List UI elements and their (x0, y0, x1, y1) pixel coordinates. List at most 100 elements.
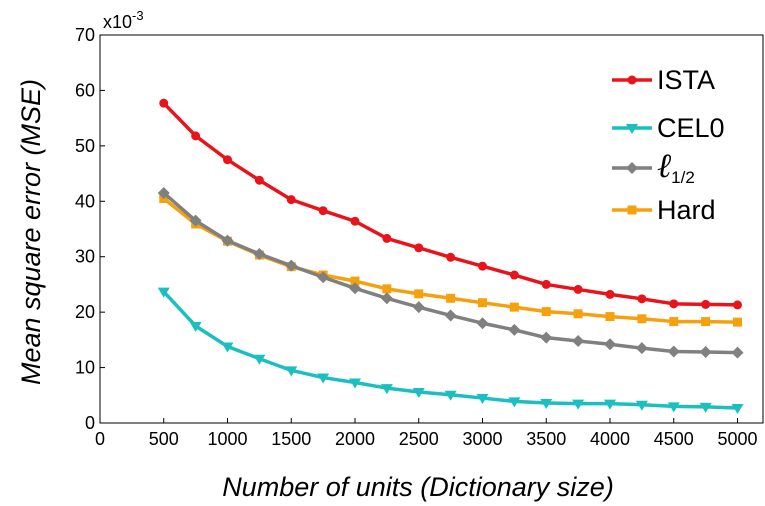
data-point (254, 175, 264, 185)
y-tick-label: 30 (75, 247, 95, 267)
axes: 0 500 1000 1500 2000 2500 3000 3500 4000 4500 5000… (75, 25, 764, 449)
data-point (157, 186, 170, 199)
data-point (285, 259, 298, 272)
x-tick-label: 4000 (590, 429, 630, 449)
x-tick-label: 1500 (271, 429, 311, 449)
data-point (667, 345, 680, 358)
data-point (699, 402, 712, 413)
series-1 (159, 98, 742, 310)
data-point (380, 384, 393, 395)
data-point (317, 373, 330, 384)
data-point (478, 298, 487, 308)
x-tick-label: 4500 (654, 429, 694, 449)
data-point (414, 289, 424, 299)
data-point (573, 284, 583, 294)
data-point (189, 322, 202, 332)
data-point (380, 292, 393, 305)
data-point (605, 312, 615, 322)
data-point (159, 98, 169, 108)
y-scale-note: x10-3 (103, 8, 144, 32)
data-point (414, 243, 424, 253)
data-point (476, 394, 489, 405)
x-tick-label: 5000 (717, 429, 757, 449)
legend-swatch-marker (626, 124, 638, 134)
data-point (541, 307, 551, 317)
x-tick-label: 1000 (207, 429, 247, 449)
data-point (733, 317, 742, 327)
data-point (572, 334, 585, 347)
data-point (541, 279, 551, 289)
data-point (253, 354, 266, 365)
data-point (350, 276, 360, 286)
legend-entry: ℓ1/2 (612, 146, 695, 187)
series-3 (157, 186, 744, 359)
data-point (221, 342, 234, 353)
data-point (382, 284, 392, 294)
data-point (573, 309, 583, 319)
data-point (253, 247, 266, 260)
data-point (667, 402, 680, 413)
data-point (286, 195, 296, 205)
data-point (412, 387, 425, 398)
data-point (637, 314, 647, 324)
data-point (285, 366, 298, 377)
data-point (221, 234, 234, 247)
data-point (318, 206, 328, 216)
data-point (446, 293, 456, 303)
data-point (350, 216, 360, 226)
x-tick-label: 500 (149, 429, 179, 449)
data-point (476, 317, 489, 330)
legend-swatch-marker (627, 75, 637, 85)
y-tick-label: 50 (75, 136, 95, 156)
data-point (699, 346, 712, 359)
series-layer (157, 98, 744, 415)
x-tick-label: 3000 (462, 429, 502, 449)
data-point (508, 397, 521, 408)
data-point (446, 252, 456, 262)
data-point (444, 390, 457, 401)
x-axis-title: Number of units (Dictionary size) (222, 472, 614, 502)
data-point (508, 323, 521, 336)
y-tick-label: 70 (75, 25, 95, 45)
legend-swatch-marker (627, 205, 637, 215)
legend-label: ℓ1/2 (657, 146, 695, 187)
y-axis-title: Mean square error (MSE) (16, 79, 46, 385)
data-point (191, 131, 201, 141)
series-line (162, 191, 738, 355)
y-tick-label: 20 (75, 302, 95, 322)
legend-label: ISTA (657, 65, 715, 95)
data-point (189, 214, 202, 227)
data-point (605, 289, 615, 299)
data-point (635, 400, 648, 411)
data-point (478, 261, 487, 271)
legend-label: CEL0 (657, 113, 725, 143)
data-point (444, 309, 457, 322)
legend-entry: ISTA (612, 65, 715, 95)
data-point (317, 271, 330, 284)
data-point (223, 155, 232, 165)
y-tick-label: 10 (75, 358, 95, 378)
y-tick-label: 60 (75, 80, 95, 100)
data-point (669, 317, 679, 327)
data-point (701, 317, 711, 327)
data-point (669, 299, 679, 309)
legend-swatch-marker (626, 162, 638, 174)
plot-frame (99, 34, 764, 424)
data-point (572, 399, 585, 410)
data-point (701, 299, 711, 309)
legend-entry: Hard (612, 195, 716, 225)
x-tick-label: 3500 (526, 429, 566, 449)
legend-entry: CEL0 (612, 113, 725, 143)
data-point (540, 331, 553, 344)
x-tick-label: 0 (95, 429, 105, 449)
data-point (733, 300, 742, 310)
data-point (349, 378, 361, 389)
data-point (637, 294, 647, 304)
data-point (731, 404, 744, 415)
legend-label: Hard (657, 195, 716, 225)
data-point (635, 342, 648, 355)
data-point (412, 301, 425, 314)
data-point (349, 282, 361, 295)
series-line (162, 101, 738, 307)
